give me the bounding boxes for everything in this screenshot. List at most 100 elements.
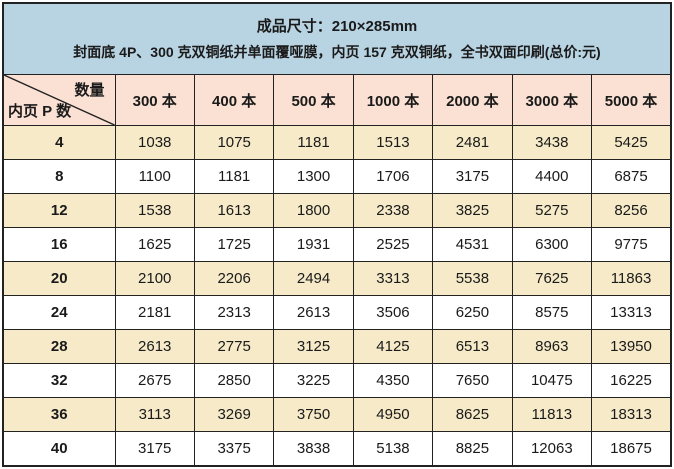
row-label-pages: 4 <box>2 125 116 160</box>
column-header-qty-6: 3000 本 <box>511 74 593 126</box>
table-row: 40 3175 3375 3838 5138 8825 12063 18675 <box>2 431 672 467</box>
price-cell: 2181 <box>114 295 195 330</box>
table-row: 12 1538 1613 1800 2338 3825 5275 8256 <box>2 193 672 228</box>
price-cell: 12063 <box>511 431 593 467</box>
price-cell: 6875 <box>591 159 672 194</box>
row-label-pages: 16 <box>2 227 116 262</box>
price-cell: 2613 <box>273 295 354 330</box>
price-cell: 6513 <box>432 329 513 364</box>
price-cell: 8256 <box>591 193 672 228</box>
table-row: 24 2181 2313 2613 3506 6250 8575 13313 <box>2 295 672 330</box>
price-cell: 1625 <box>114 227 195 262</box>
price-cell: 3175 <box>432 159 513 194</box>
column-header-qty-5: 2000 本 <box>432 74 513 126</box>
price-cell: 3438 <box>511 125 593 160</box>
row-label-pages: 32 <box>2 363 116 398</box>
row-label-pages: 24 <box>2 295 116 330</box>
price-cell: 2481 <box>432 125 513 160</box>
price-cell: 2338 <box>352 193 434 228</box>
corner-label-pages: 内页 P 数 <box>8 103 72 120</box>
price-cell: 3838 <box>273 431 354 467</box>
price-cell: 4350 <box>352 363 434 398</box>
price-cell: 2613 <box>114 329 195 364</box>
price-cell: 2100 <box>114 261 195 296</box>
finished-size-title: 成品尺寸：210×285mm <box>256 18 418 35</box>
price-cell: 4125 <box>352 329 434 364</box>
row-label-pages: 12 <box>2 193 116 228</box>
price-cell: 1075 <box>193 125 275 160</box>
price-cell: 1706 <box>352 159 434 194</box>
price-cell: 8625 <box>432 397 513 432</box>
table-row: 16 1625 1725 1931 2525 4531 6300 9775 <box>2 227 672 262</box>
price-cell: 1038 <box>114 125 195 160</box>
price-cell: 3375 <box>193 431 275 467</box>
price-cell: 3175 <box>114 431 195 467</box>
price-cell: 8575 <box>511 295 593 330</box>
price-cell: 3269 <box>193 397 275 432</box>
price-cell: 1181 <box>273 125 354 160</box>
price-cell: 2313 <box>193 295 275 330</box>
price-cell: 16225 <box>591 363 672 398</box>
spec-banner: 成品尺寸：210×285mm 封面底 4P、300 克双铜纸并单面覆哑膜，内页 … <box>2 2 672 75</box>
price-cell: 4950 <box>352 397 434 432</box>
table-row: 36 3113 3269 3750 4950 8625 11813 18313 <box>2 397 672 432</box>
row-label-pages: 40 <box>2 431 116 467</box>
price-cell: 6300 <box>511 227 593 262</box>
row-label-pages: 20 <box>2 261 116 296</box>
price-cell: 2850 <box>193 363 275 398</box>
price-cell: 18313 <box>591 397 672 432</box>
price-cell: 9775 <box>591 227 672 262</box>
column-header-row: 数量 内页 P 数 300 本 400 本 500 本 1000 本 2000 本 300… <box>2 74 672 126</box>
column-header-qty-2: 400 本 <box>193 74 275 126</box>
price-cell: 1100 <box>114 159 195 194</box>
price-cell: 3125 <box>273 329 354 364</box>
table-row: 28 2613 2775 3125 4125 6513 8963 13950 <box>2 329 672 364</box>
price-cell: 1181 <box>193 159 275 194</box>
price-cell: 2525 <box>352 227 434 262</box>
price-cell: 1613 <box>193 193 275 228</box>
column-header-qty-3: 500 本 <box>273 74 354 126</box>
price-cell: 3113 <box>114 397 195 432</box>
price-cell: 1931 <box>273 227 354 262</box>
price-cell: 2775 <box>193 329 275 364</box>
price-cell: 2206 <box>193 261 275 296</box>
price-cell: 4400 <box>511 159 593 194</box>
price-cell: 7650 <box>432 363 513 398</box>
price-cell: 1513 <box>352 125 434 160</box>
column-header-qty-1: 300 本 <box>114 74 195 126</box>
corner-header-cell: 数量 内页 P 数 <box>2 74 116 126</box>
diagonal-divider-line <box>4 75 115 125</box>
column-header-qty-4: 1000 本 <box>352 74 434 126</box>
price-cell: 1538 <box>114 193 195 228</box>
price-cell: 5425 <box>591 125 672 160</box>
price-cell: 1300 <box>273 159 354 194</box>
table-row: 4 1038 1075 1181 1513 2481 3438 5425 <box>2 125 672 160</box>
price-cell: 2675 <box>114 363 195 398</box>
row-label-pages: 28 <box>2 329 116 364</box>
price-cell: 8825 <box>432 431 513 467</box>
row-label-pages: 8 <box>2 159 116 194</box>
price-cell: 2494 <box>273 261 354 296</box>
corner-label-quantity: 数量 <box>74 82 105 99</box>
row-label-pages: 36 <box>2 397 116 432</box>
price-cell: 7625 <box>511 261 593 296</box>
price-cell: 3750 <box>273 397 354 432</box>
table-row: 8 1100 1181 1300 1706 3175 4400 6875 <box>2 159 672 194</box>
column-header-qty-7: 5000 本 <box>591 74 672 126</box>
banner-row: 成品尺寸：210×285mm 封面底 4P、300 克双铜纸并单面覆哑膜，内页 … <box>2 2 672 75</box>
price-cell: 1800 <box>273 193 354 228</box>
price-cell: 3225 <box>273 363 354 398</box>
price-cell: 4531 <box>432 227 513 262</box>
price-cell: 18675 <box>591 431 672 467</box>
price-table-body: 4 1038 1075 1181 1513 2481 3438 5425 8 1100 1181 13… <box>2 125 672 467</box>
price-cell: 10475 <box>511 363 593 398</box>
price-cell: 11863 <box>591 261 672 296</box>
price-cell: 13313 <box>591 295 672 330</box>
price-cell: 3313 <box>352 261 434 296</box>
price-cell: 1725 <box>193 227 275 262</box>
price-cell: 11813 <box>511 397 593 432</box>
price-cell: 5275 <box>511 193 593 228</box>
price-cell: 3506 <box>352 295 434 330</box>
